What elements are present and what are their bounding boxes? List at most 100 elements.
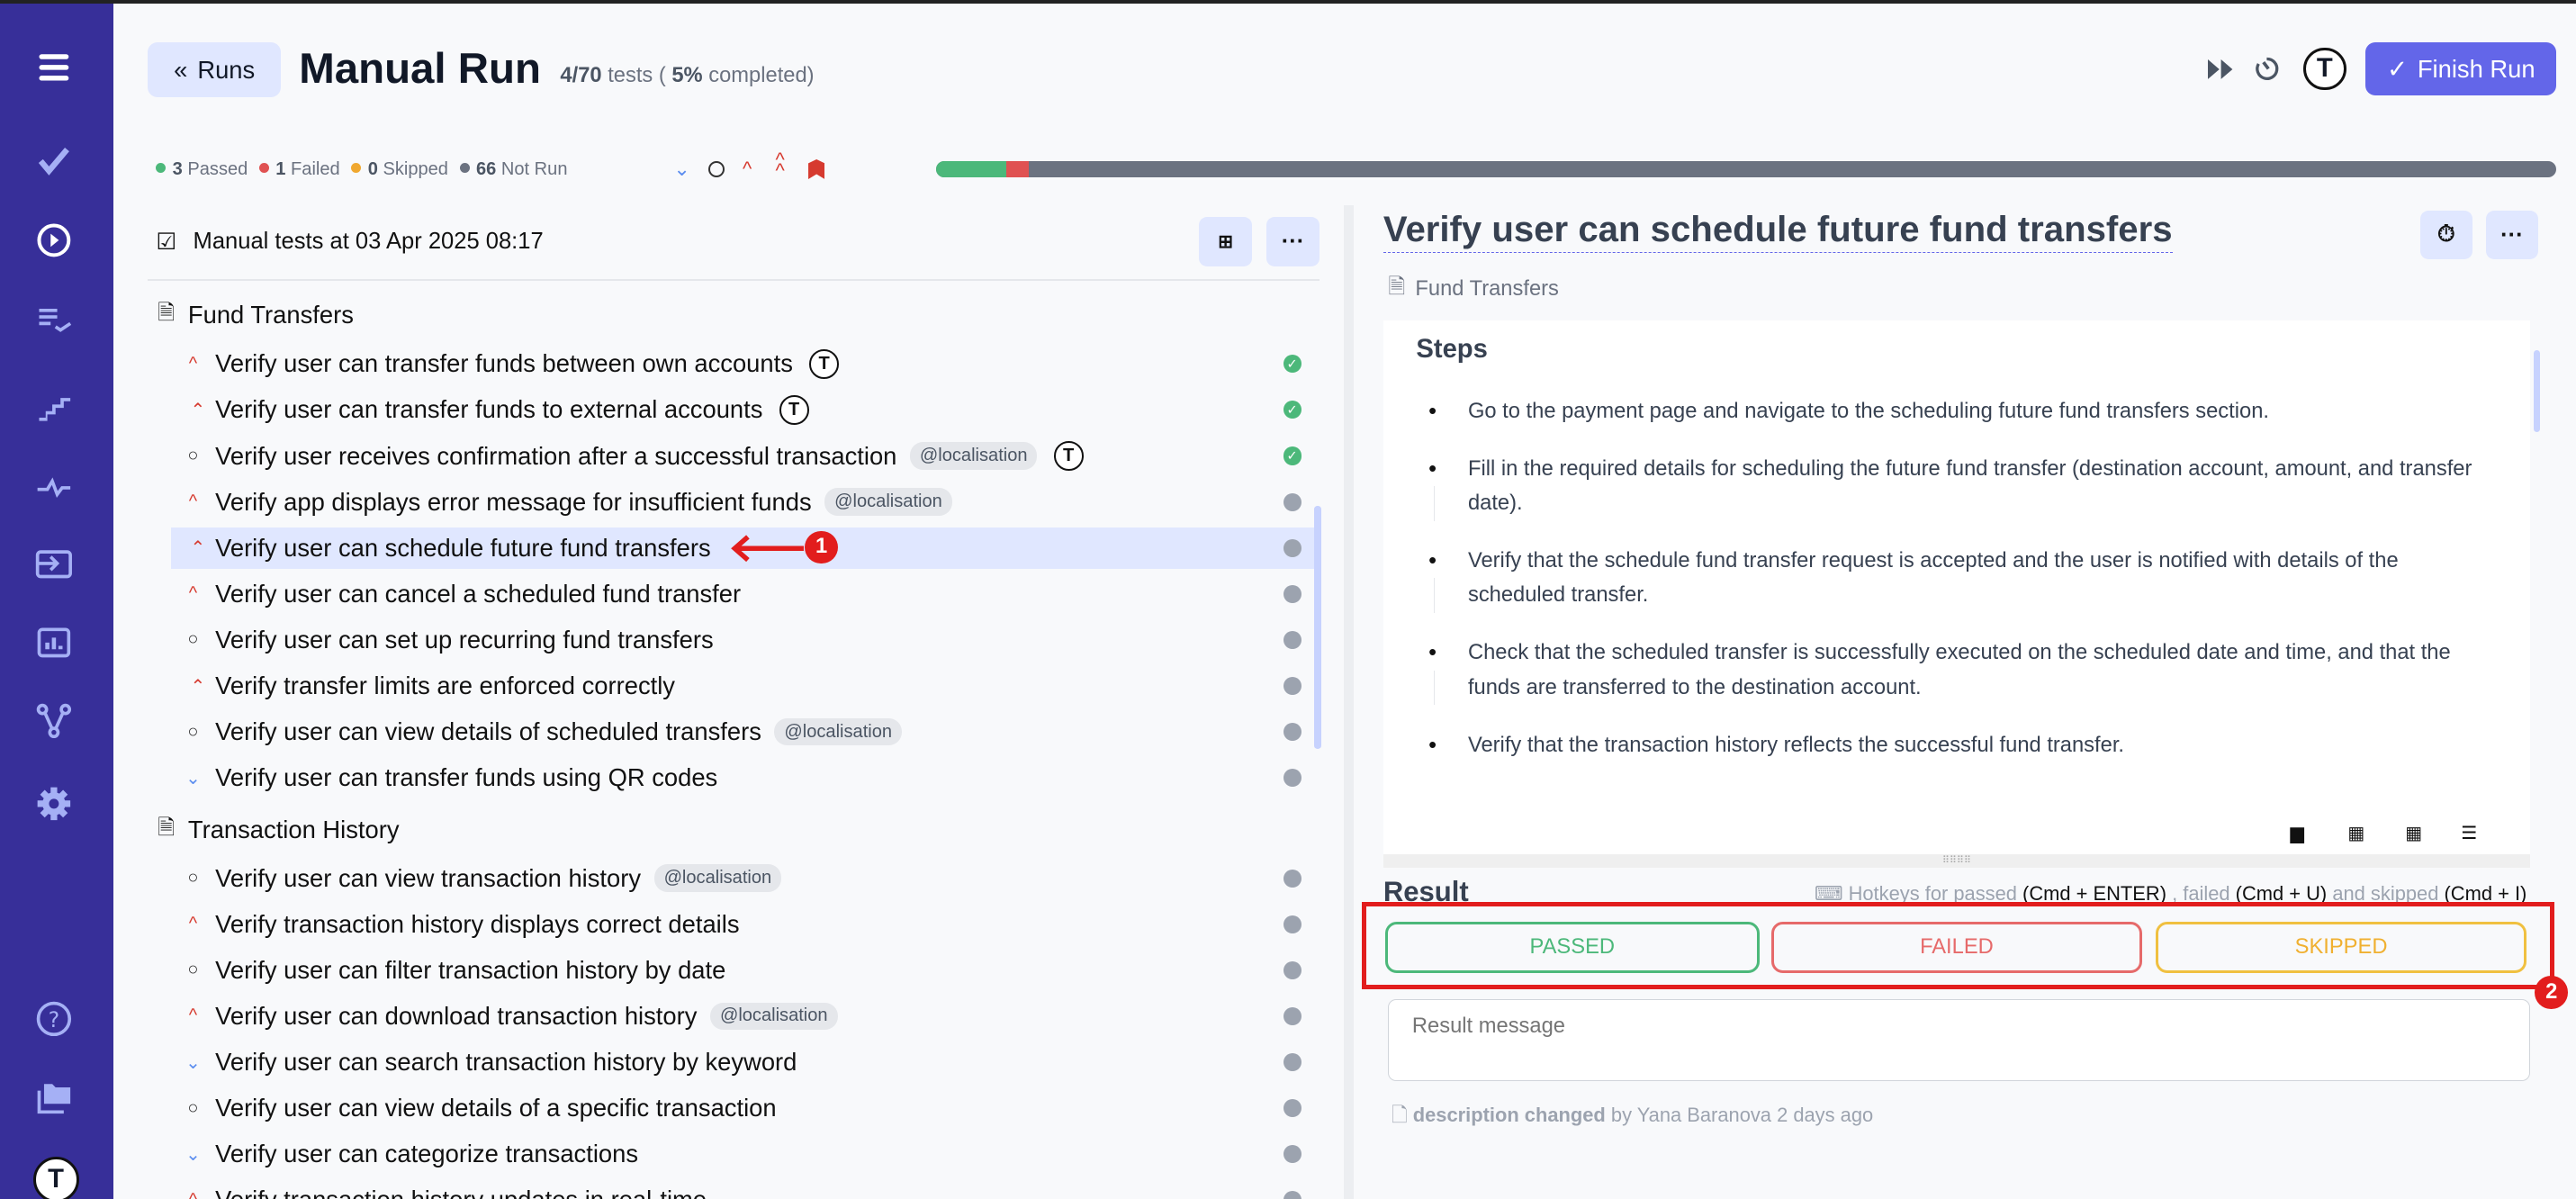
view-layout-3-icon[interactable]: ▦ bbox=[2405, 823, 2423, 843]
test-row[interactable]: ⌄ Verify user can transfer funds using QR… bbox=[171, 757, 1314, 798]
test-row[interactable]: ^ Verify app displays error message for i… bbox=[171, 482, 1314, 523]
steps-resize-handle[interactable]: ⠿⠿⠿⠿ bbox=[1383, 854, 2530, 868]
steps-heading: Steps bbox=[1416, 335, 1488, 365]
plans-icon[interactable] bbox=[33, 297, 76, 339]
settings-gear-icon[interactable] bbox=[33, 782, 76, 825]
projects-folder-icon[interactable] bbox=[33, 1077, 76, 1119]
testomatio-logo[interactable]: T bbox=[2303, 47, 2346, 91]
priority-normal-icon: ○ bbox=[187, 446, 199, 466]
status-not_run-icon bbox=[1283, 538, 1302, 557]
help-icon[interactable]: ? bbox=[33, 997, 76, 1040]
history-entry: 🗋 description changed by Yana Baranova 2… bbox=[1392, 1103, 1874, 1126]
test-row[interactable]: ○ Verify user can view details of a speci… bbox=[171, 1087, 1314, 1129]
finish-run-button[interactable]: ✓ Finish Run bbox=[2365, 42, 2557, 95]
file-check-icon: 🗎 bbox=[1388, 275, 1406, 300]
priority-normal-icon: ○ bbox=[187, 1097, 199, 1118]
priority-blocker-filter-icon[interactable] bbox=[808, 159, 825, 179]
tag-badge[interactable]: @localisation bbox=[774, 718, 902, 746]
run-progress-bar bbox=[936, 160, 2557, 178]
file-edit-icon: 🗋 bbox=[1392, 1103, 1408, 1126]
test-title[interactable]: Verify user can schedule future fund tra… bbox=[1383, 209, 2173, 253]
test-row[interactable]: ⌄ Verify user can search transaction hist… bbox=[171, 1041, 1314, 1083]
result-message-input[interactable] bbox=[1388, 998, 2530, 1082]
test-suite-link[interactable]: 🗎 Fund Transfers bbox=[1388, 271, 1559, 307]
import-icon[interactable] bbox=[33, 542, 76, 584]
view-list-icon[interactable]: ☰ bbox=[2461, 823, 2478, 843]
detail-more-button[interactable]: ··· bbox=[2485, 210, 2539, 260]
tests-check-icon[interactable] bbox=[33, 140, 76, 182]
result-heading: Result bbox=[1383, 875, 1469, 907]
test-row[interactable]: ○ Verify user can view details of schedul… bbox=[171, 711, 1314, 753]
test-row[interactable]: ⌄ Verify user can categorize transactions bbox=[171, 1133, 1314, 1175]
back-to-runs-button[interactable]: «Runs bbox=[148, 42, 282, 97]
steps-icon[interactable] bbox=[33, 388, 76, 430]
test-row[interactable]: ^ Verify user can download transaction hi… bbox=[171, 996, 1314, 1037]
priority-high-filter-icon[interactable]: ^ bbox=[743, 158, 752, 181]
status-not_run-icon bbox=[1283, 630, 1302, 649]
status-not_run-icon bbox=[1283, 960, 1302, 979]
view-layout-2-icon[interactable]: ▦ bbox=[2347, 823, 2365, 843]
ellipsis-icon: ··· bbox=[2500, 221, 2524, 248]
run-progress-summary: 4/70 tests ( 5% completed) bbox=[560, 64, 815, 88]
test-row[interactable]: ^ Verify transaction history displays cor… bbox=[171, 904, 1314, 945]
timer-icon[interactable] bbox=[2247, 50, 2287, 89]
tag-badge[interactable]: @localisation bbox=[824, 488, 952, 516]
annotation-badge-2: 2 bbox=[2535, 976, 2568, 1009]
double-chevron-left-icon: « bbox=[174, 55, 188, 84]
priority-normal-filter-icon[interactable] bbox=[707, 160, 725, 178]
run-title: ☑ Manual tests at 03 Apr 2025 08:17 bbox=[156, 229, 544, 255]
test-row[interactable]: ○ Verify user receives confirmation after… bbox=[171, 436, 1314, 477]
test-row[interactable]: ○ Verify user can filter transaction hist… bbox=[171, 950, 1314, 991]
stat-passed: 3 Passed bbox=[156, 159, 248, 180]
tag-badge[interactable]: @localisation bbox=[909, 442, 1038, 470]
status-not_run-icon bbox=[1283, 869, 1302, 888]
priority-high-icon: ^ bbox=[188, 1005, 198, 1026]
test-row[interactable]: ○ Verify user can set up recurring fund t… bbox=[171, 619, 1314, 661]
hotkeys-hint: ⌨ Hotkeys for passed (Cmd + ENTER) , fai… bbox=[1814, 882, 2527, 906]
priority-low-filter-icon[interactable]: ⌄ bbox=[673, 158, 690, 181]
panel-resize-handle[interactable] bbox=[1344, 205, 1355, 1199]
suite-header[interactable]: 🗎 Transaction History bbox=[158, 812, 399, 848]
runs-play-icon[interactable] bbox=[33, 219, 76, 261]
priority-high-icon: ^ bbox=[171, 1190, 215, 1199]
status-not_run-icon bbox=[1283, 1006, 1302, 1025]
test-row[interactable]: ^ Verify user can cancel a scheduled fund… bbox=[171, 573, 1314, 615]
failed-button[interactable]: FAILED bbox=[1770, 921, 2143, 973]
suite-header[interactable]: 🗎 Fund Transfers bbox=[158, 297, 354, 333]
status-dot bbox=[459, 163, 470, 174]
tag-badge[interactable]: @localisation bbox=[710, 1002, 838, 1031]
status-not_run-icon bbox=[1283, 769, 1302, 788]
annotation-badge-1: 1 bbox=[805, 530, 838, 564]
test-row[interactable]: ⌃ Verify transfer limits are enforced cor… bbox=[171, 665, 1314, 707]
test-row[interactable]: ^Verify transaction history updates in r… bbox=[171, 1180, 1314, 1199]
status-not_run-icon bbox=[1283, 915, 1302, 933]
pulse-icon[interactable] bbox=[33, 466, 76, 509]
priority-critical-icon: ⌃ bbox=[190, 538, 206, 559]
menu-icon[interactable] bbox=[33, 46, 76, 88]
tag-badge[interactable]: @localisation bbox=[653, 864, 782, 892]
svg-text:?: ? bbox=[49, 1007, 60, 1032]
priority-critical-filter-icon[interactable]: ^ ^ bbox=[775, 148, 785, 183]
status-not_run-icon bbox=[1283, 1099, 1302, 1118]
timer-button[interactable]: ⏱ bbox=[2419, 210, 2473, 260]
more-options-button[interactable]: ··· bbox=[1266, 216, 1320, 266]
tree-view-button[interactable]: ⊞ bbox=[1199, 216, 1252, 266]
test-row[interactable]: ⌃ Verify user can transfer funds to exter… bbox=[171, 390, 1314, 431]
user-avatar-logo[interactable]: T bbox=[32, 1157, 79, 1199]
test-row[interactable]: ○ Verify user can view transaction histor… bbox=[171, 858, 1314, 899]
list-scrollbar[interactable] bbox=[1314, 506, 1321, 750]
view-layout-1-icon[interactable]: ▆ bbox=[2290, 823, 2304, 843]
stat-not-run: 66 Not Run bbox=[459, 159, 567, 180]
steps-scrollbar[interactable] bbox=[2533, 349, 2540, 433]
fast-forward-icon[interactable] bbox=[2202, 50, 2241, 89]
skipped-button[interactable]: SKIPPED bbox=[2155, 921, 2527, 973]
branch-icon[interactable] bbox=[33, 700, 76, 743]
analytics-icon[interactable] bbox=[33, 621, 76, 663]
test-row[interactable]: ^ Verify user can transfer funds between … bbox=[171, 343, 1314, 384]
passed-button[interactable]: PASSED bbox=[1384, 921, 1760, 973]
status-dot bbox=[156, 163, 167, 174]
priority-high-icon: ^ bbox=[188, 491, 198, 512]
status-dot bbox=[351, 163, 362, 174]
progress-passed-segment bbox=[936, 160, 1006, 178]
priority-normal-icon: ○ bbox=[187, 868, 199, 888]
